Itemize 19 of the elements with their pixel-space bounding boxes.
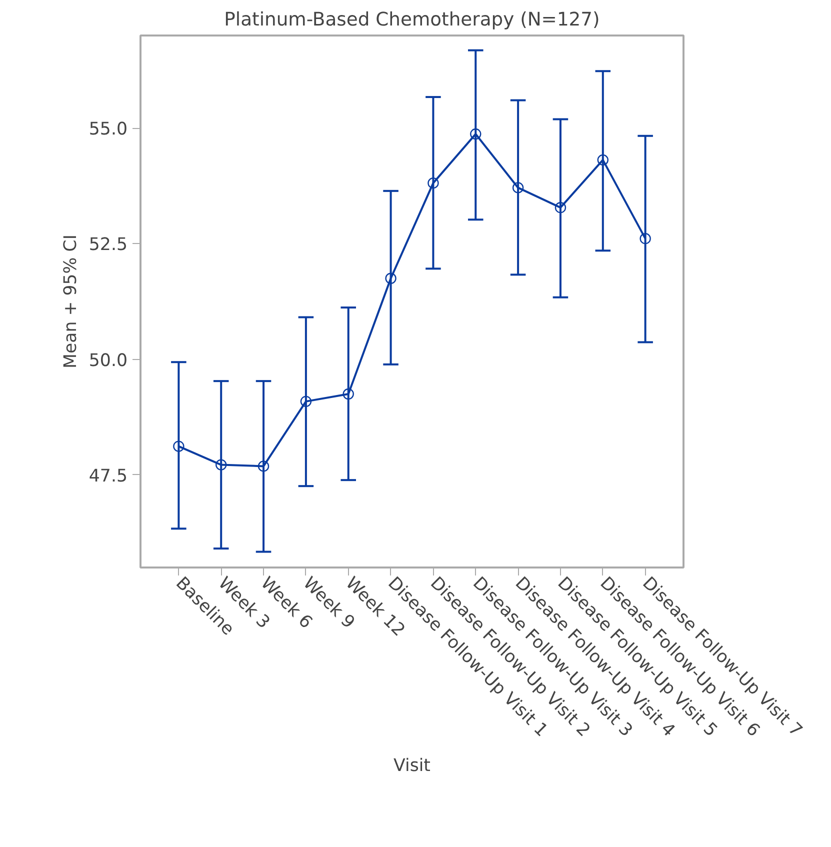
x-axis-title: Visit (394, 756, 431, 776)
point (512, 182, 524, 194)
point (385, 272, 396, 284)
point (300, 396, 312, 408)
y-tick-label: 47.5 (88, 466, 128, 486)
point (258, 460, 270, 472)
chart-title: Platinum-Based Chemotherapy (N=127) (224, 10, 600, 30)
point (470, 128, 482, 140)
point (554, 202, 566, 214)
y-tick-label: 50.0 (88, 350, 128, 371)
y-tick-label: 52.5 (88, 235, 128, 256)
point (173, 440, 184, 452)
point (428, 177, 439, 189)
point (216, 459, 227, 470)
y-axis-title: Mean + 95% CI (60, 234, 81, 368)
point (597, 154, 608, 166)
y-tick-label: 55.0 (88, 120, 128, 140)
point (640, 232, 651, 244)
point (342, 388, 354, 400)
